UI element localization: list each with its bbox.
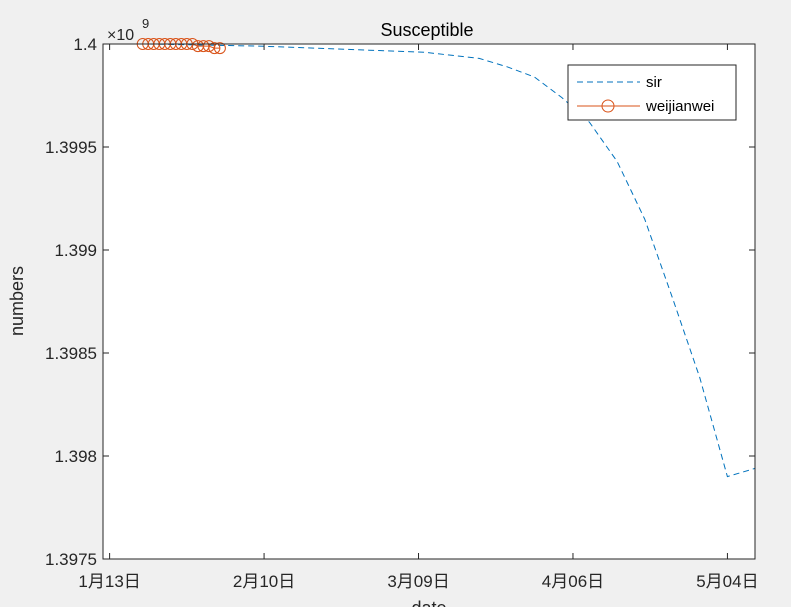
plot-frame xyxy=(102,43,756,560)
legend-sir-label: sir xyxy=(646,74,662,91)
y-tick-label: 1.398 xyxy=(54,447,97,466)
x-tick-label: 3月09日 xyxy=(387,572,449,591)
legend-box xyxy=(567,64,737,121)
data-point-weijianwei xyxy=(208,42,221,55)
y-exponent-label: ×10 9 xyxy=(107,16,149,44)
legend-weijianwei-marker xyxy=(601,99,615,113)
x-tick-label: 2月10日 xyxy=(233,572,295,591)
series-line-sir xyxy=(148,43,756,478)
x-axis-label: date xyxy=(411,598,446,607)
y-axis-label: numbers xyxy=(7,266,27,336)
y-axis: 1.3975 1.398 1.3985 1.399 1.3995 1.4 xyxy=(45,35,755,569)
data-point-weijianwei xyxy=(213,42,226,55)
plot-area xyxy=(103,44,755,559)
y-tick-label: 1.3995 xyxy=(45,138,97,157)
y-tick-label: 1.399 xyxy=(54,241,97,260)
x-tick-label: 1月13日 xyxy=(78,572,140,591)
x-tick-label: 5月04日 xyxy=(696,572,758,591)
y-tick-label: 1.3975 xyxy=(45,550,97,569)
legend-weijianwei-label: weijianwei xyxy=(645,98,714,115)
y-tick-label: 1.4 xyxy=(73,35,97,54)
chart-title: Susceptible xyxy=(380,20,473,40)
y-exponent-prefix: ×10 xyxy=(107,27,134,44)
y-tick-label: 1.3985 xyxy=(45,344,97,363)
y-exponent-power: 9 xyxy=(142,16,149,31)
x-tick-label: 4月06日 xyxy=(542,572,604,591)
legend: sir weijianwei xyxy=(567,64,737,121)
x-axis: 1月13日 2月10日 3月09日 4月06日 5月04日 xyxy=(78,44,759,591)
